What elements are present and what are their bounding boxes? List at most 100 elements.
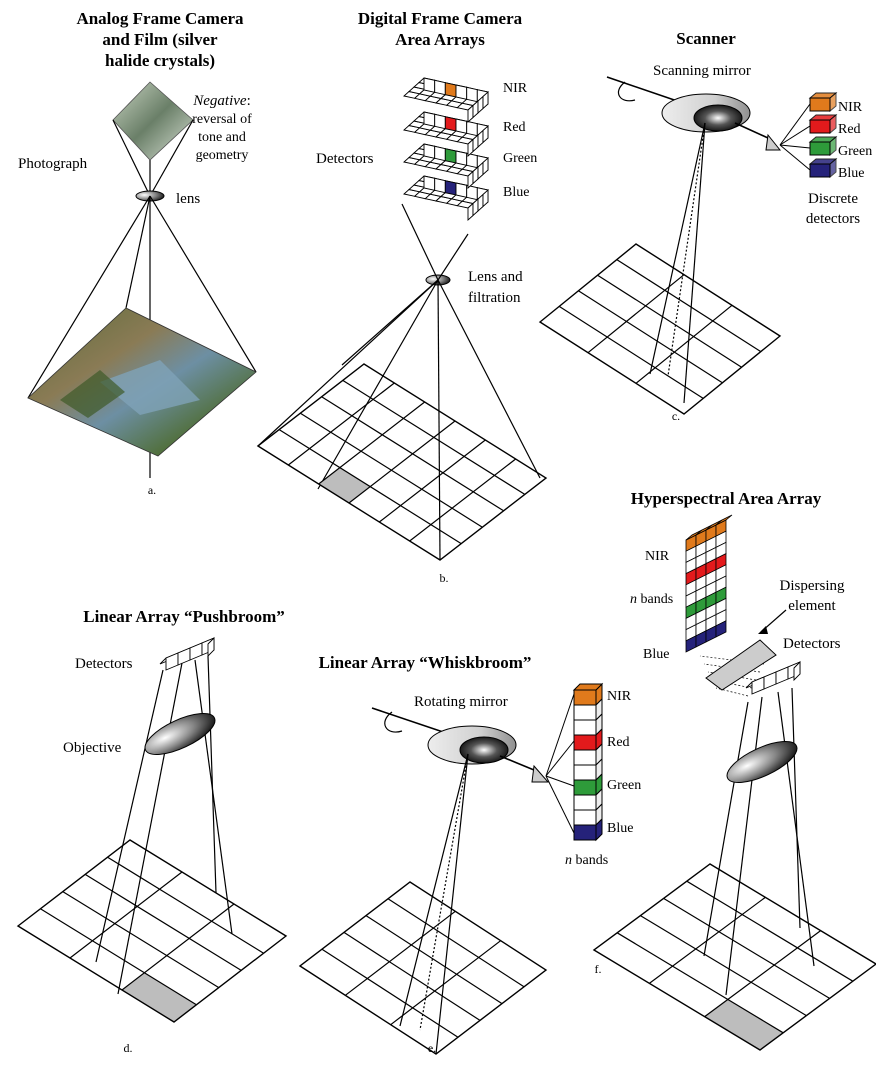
- panel-f-ground-line: [686, 880, 854, 982]
- array-green-front-cell: [444, 148, 457, 164]
- panel-b-ray-2: [437, 233, 469, 281]
- panel-b-ground-line: [348, 420, 456, 504]
- whiskbroom-band-cell: [573, 689, 597, 706]
- panel-b-ray-3: [257, 279, 439, 447]
- panel-e-ground-line: [344, 910, 456, 996]
- array-nir-front-cell: [444, 82, 457, 98]
- array-red-side-cell: [482, 124, 489, 144]
- panel-b-ray-7: [317, 279, 439, 490]
- panel-e-rotation-axis: [371, 707, 453, 736]
- detector-cube-red-front: [809, 119, 831, 134]
- panel-c-prism-icon: [765, 133, 782, 151]
- panel-b-ground-line: [321, 396, 504, 512]
- whiskbroom-detector-stack: [545, 682, 604, 842]
- ray-ground-top: [125, 195, 151, 309]
- discrete-detector-cubes: [779, 91, 838, 179]
- panel-e-band-red: Red: [607, 735, 630, 750]
- discrete-detectors-label-line-1: Discrete: [808, 191, 858, 207]
- panel-f-ground-line: [640, 915, 807, 1017]
- panel-c-band-blue: Blue: [838, 166, 864, 181]
- panel-e-ground-line: [390, 940, 502, 1026]
- panel-b-ray-6: [437, 279, 441, 561]
- panel-b-ground-line: [287, 382, 395, 466]
- array-green-front-cell: [455, 150, 468, 166]
- dispersing-label-line-2: element: [788, 598, 836, 614]
- panel-e-band-blue: Blue: [607, 821, 633, 836]
- dispersed-ray-red: [779, 125, 811, 146]
- panel-d-ground-line: [62, 891, 220, 989]
- lens-label: lens: [176, 191, 200, 207]
- pushbroom-front-cell: [177, 647, 191, 666]
- whiskbroom-stack-top: [572, 683, 604, 691]
- whiskbroom-band-cell: [573, 734, 597, 751]
- detector-cube-blue-side: [829, 157, 837, 179]
- panel-b-band-green: Green: [503, 151, 537, 166]
- detector-cube-nir-front: [809, 97, 831, 112]
- detector-cube-green-front: [809, 141, 831, 156]
- panel-d-ground-line: [40, 908, 197, 1006]
- scanning-mirror-face: [693, 104, 743, 132]
- panel-f-objective-lens-icon: [726, 741, 798, 783]
- array-green-front-cell: [423, 143, 436, 159]
- panel-c-ground-line: [597, 274, 742, 368]
- panel-f-detector-strip: [745, 660, 801, 695]
- hyperspectral-top-cell: [715, 514, 733, 526]
- panel-b-ground-pixel: [318, 467, 371, 503]
- panel-e-rotation-arrow-icon: [384, 711, 403, 733]
- panel-f-hyperspectral: Hyperspectral Area Array NIR n bands Blu…: [592, 489, 876, 1051]
- panel-e-output-ray: [499, 755, 535, 771]
- panel-c-ground-line: [616, 259, 762, 353]
- panel-c-caption: c.: [672, 409, 680, 423]
- panel-f-ground-pixel: [704, 999, 784, 1050]
- panel-f-ray-4: [777, 691, 815, 967]
- array-blue-front-cell: [423, 175, 436, 191]
- array-red-front-cell: [444, 116, 457, 132]
- pushbroom-detector-strip: [159, 636, 215, 671]
- photograph-label: Photograph: [18, 156, 88, 172]
- panel-e-band-nir: NIR: [607, 689, 632, 704]
- array-nir-front-cell: [466, 86, 478, 103]
- panel-e-ground-line: [343, 931, 481, 1021]
- panel-b-ray-4: [341, 279, 439, 366]
- negative-desc-line-2: tone and: [198, 130, 246, 145]
- array-blue-front-cell: [444, 180, 457, 196]
- whiskbroom-band-cell: [573, 749, 597, 766]
- panel-c-title: Scanner: [676, 29, 736, 48]
- panel-f-nbands-label: n bands: [630, 592, 673, 607]
- array-blue-side-cell: [482, 188, 489, 208]
- panel-e-ground-line: [321, 948, 459, 1038]
- ray-ground-left: [27, 195, 151, 399]
- panel-e-scan-ray-left: [399, 753, 469, 1027]
- panel-a-caption: a.: [148, 483, 156, 497]
- dispersed-ray-nir: [779, 103, 811, 146]
- pushbroom-front-cell: [189, 642, 203, 661]
- panel-b-detectors-label: Detectors: [316, 151, 374, 167]
- negative-film-image: [112, 81, 194, 161]
- objective-lens-icon: [144, 713, 216, 755]
- panel-d-title: Linear Array “Pushbroom”: [83, 607, 285, 626]
- array-red-front-cell: [434, 113, 446, 130]
- panel-e-ground-line: [365, 915, 503, 1005]
- dispersing-element-prism: [705, 639, 777, 691]
- panel-a-title-line-2: and Film (silver: [102, 30, 218, 49]
- detector-cube-blue-front: [809, 163, 831, 178]
- panel-d-ray-3: [117, 662, 183, 995]
- dispersed-ray-green: [779, 144, 811, 149]
- panel-f-ground-line: [704, 930, 822, 1018]
- panel-c-rotation-axis: [606, 76, 687, 105]
- panel-c-ground-line: [558, 305, 704, 399]
- panel-e-ground-line: [387, 898, 525, 988]
- panel-c-scan-ray-right: [683, 122, 706, 404]
- panel-c-ground-line: [587, 274, 685, 354]
- panel-a-title-line-1: Analog Frame Camera: [76, 9, 244, 28]
- detector-cube-green-side: [829, 135, 837, 157]
- ray-negative-left: [112, 119, 151, 197]
- whiskbroom-band-cell: [573, 794, 597, 811]
- panel-b-band-nir: NIR: [503, 81, 528, 96]
- negative-desc-line-3: geometry: [196, 148, 249, 163]
- array-blue-front-cell: [455, 182, 468, 198]
- panel-b-ground-line: [318, 401, 426, 485]
- panel-f-strip-side-cell: [793, 660, 801, 682]
